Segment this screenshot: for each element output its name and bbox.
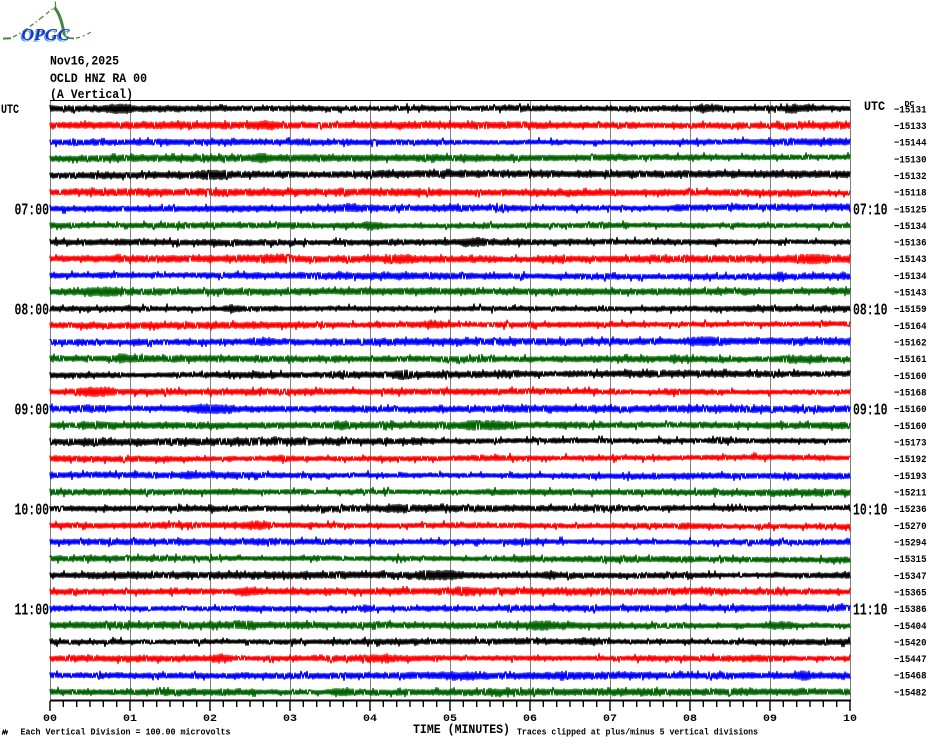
svg-text:08:00: 08:00 xyxy=(15,301,50,320)
svg-text:−15159: −15159 xyxy=(894,305,927,316)
svg-text:03: 03 xyxy=(283,713,297,725)
svg-text:07:00: 07:00 xyxy=(15,202,50,221)
svg-text:UTC: UTC xyxy=(1,102,19,117)
svg-text:06: 06 xyxy=(523,713,537,725)
svg-text:−15168: −15168 xyxy=(894,389,927,400)
svg-text:−15192: −15192 xyxy=(894,455,927,466)
svg-text:−15162: −15162 xyxy=(894,339,927,350)
svg-text:−15134: −15134 xyxy=(894,272,927,283)
svg-text:08:10: 08:10 xyxy=(853,301,888,320)
svg-text:−15294: −15294 xyxy=(894,539,927,550)
svg-text:−15270: −15270 xyxy=(894,522,927,533)
svg-text:−15386: −15386 xyxy=(894,605,927,616)
svg-text:DC: DC xyxy=(905,101,916,109)
svg-text:UTC: UTC xyxy=(864,99,885,114)
svg-text:−15144: −15144 xyxy=(894,139,927,150)
svg-text:−15143: −15143 xyxy=(894,289,927,300)
svg-text:−15315: −15315 xyxy=(894,555,927,566)
svg-text:−15132: −15132 xyxy=(894,172,927,183)
svg-text:07: 07 xyxy=(603,713,617,725)
svg-text:09: 09 xyxy=(763,713,777,725)
svg-text:−15130: −15130 xyxy=(894,155,927,166)
svg-text:−15193: −15193 xyxy=(894,472,927,483)
svg-text:−15447: −15447 xyxy=(894,655,927,666)
svg-text:−15160: −15160 xyxy=(894,372,927,383)
svg-text:02: 02 xyxy=(203,713,217,725)
svg-text:−15164: −15164 xyxy=(894,322,927,333)
svg-text:−15160: −15160 xyxy=(894,405,927,416)
svg-text:−15211: −15211 xyxy=(894,489,927,500)
svg-text:−15420: −15420 xyxy=(894,638,927,649)
svg-text:08: 08 xyxy=(683,713,697,725)
svg-text:07:10: 07:10 xyxy=(853,202,888,221)
svg-text:−15347: −15347 xyxy=(894,572,927,583)
svg-text:Each Vertical Division = 100.: Each Vertical Division = 100.00 microvol… xyxy=(21,727,231,737)
svg-text:−15131: −15131 xyxy=(894,105,927,116)
svg-text:−15161: −15161 xyxy=(894,355,927,366)
svg-text:OPGC: OPGC xyxy=(20,27,69,46)
svg-text:10:00: 10:00 xyxy=(15,501,50,520)
svg-text:OCLD HNZ RA 00: OCLD HNZ RA 00 xyxy=(50,71,147,86)
svg-text:−15482: −15482 xyxy=(894,688,927,699)
svg-text:−15143: −15143 xyxy=(894,255,927,266)
svg-text:10:10: 10:10 xyxy=(853,501,888,520)
svg-text:−15404: −15404 xyxy=(894,622,927,633)
svg-text:−15173: −15173 xyxy=(894,439,927,450)
svg-text:−15118: −15118 xyxy=(894,189,927,200)
svg-text:11:00: 11:00 xyxy=(15,601,50,620)
svg-text:Traces clipped at plus/minus 5: Traces clipped at plus/minus 5 vertical … xyxy=(517,727,758,737)
svg-text:TIME (MINUTES): TIME (MINUTES) xyxy=(413,723,510,737)
svg-text:−15160: −15160 xyxy=(894,422,927,433)
svg-text:−15468: −15468 xyxy=(894,672,927,683)
svg-text:−15125: −15125 xyxy=(894,205,927,216)
svg-text:01: 01 xyxy=(123,713,137,725)
svg-text:09:00: 09:00 xyxy=(15,401,50,420)
svg-text:00: 00 xyxy=(43,713,57,725)
svg-text:05: 05 xyxy=(443,713,457,725)
svg-text:Nov16,2025: Nov16,2025 xyxy=(50,54,119,69)
svg-text:OPGC: OPGC xyxy=(22,25,71,44)
svg-text:−15133: −15133 xyxy=(894,122,927,133)
svg-text:−15136: −15136 xyxy=(894,239,927,250)
svg-text:−15134: −15134 xyxy=(894,222,927,233)
svg-text:(A Vertical): (A Vertical) xyxy=(50,87,133,102)
svg-text:04: 04 xyxy=(363,713,377,725)
svg-text:10: 10 xyxy=(843,713,857,725)
svg-text:−15365: −15365 xyxy=(894,588,927,599)
svg-text:09:10: 09:10 xyxy=(853,401,888,420)
svg-text:−15236: −15236 xyxy=(894,505,927,516)
svg-text:11:10: 11:10 xyxy=(853,601,888,620)
